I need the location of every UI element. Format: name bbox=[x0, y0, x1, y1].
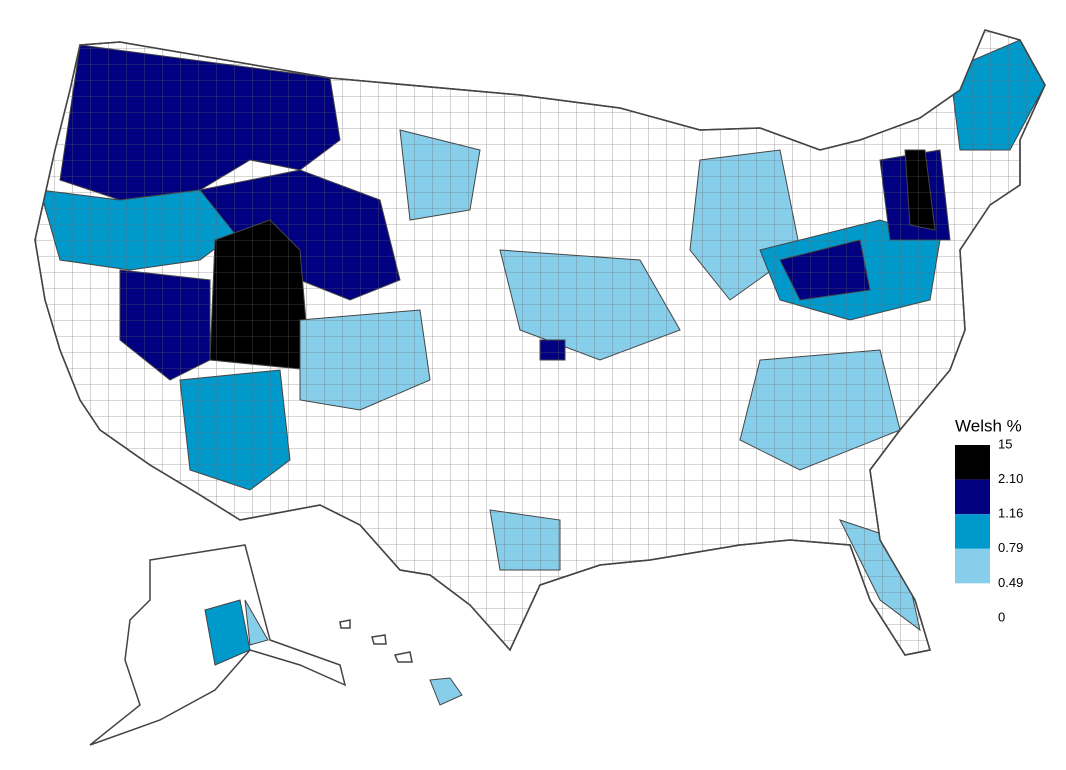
legend-label: 1.16 bbox=[998, 506, 1023, 521]
legend-swatch bbox=[955, 514, 990, 549]
legend-label: 0 bbox=[998, 609, 1005, 624]
legend-label: 0.49 bbox=[998, 575, 1023, 590]
region bbox=[429, 677, 463, 706]
legend-swatch bbox=[955, 445, 990, 480]
legend-label: 0.79 bbox=[998, 540, 1023, 555]
legend-label: 15 bbox=[998, 436, 1012, 451]
legend-title: Welsh % bbox=[955, 416, 1022, 435]
legend-swatch bbox=[955, 583, 990, 618]
region bbox=[244, 599, 269, 646]
region bbox=[204, 599, 251, 666]
legend-swatch bbox=[955, 479, 990, 515]
hawaii bbox=[339, 619, 463, 706]
alaska bbox=[89, 544, 347, 746]
legend-label: 2.10 bbox=[998, 471, 1023, 486]
legend-swatch bbox=[955, 548, 990, 584]
legend: 15 2.10 1.16 0.79 0.49 0 bbox=[955, 436, 1023, 624]
